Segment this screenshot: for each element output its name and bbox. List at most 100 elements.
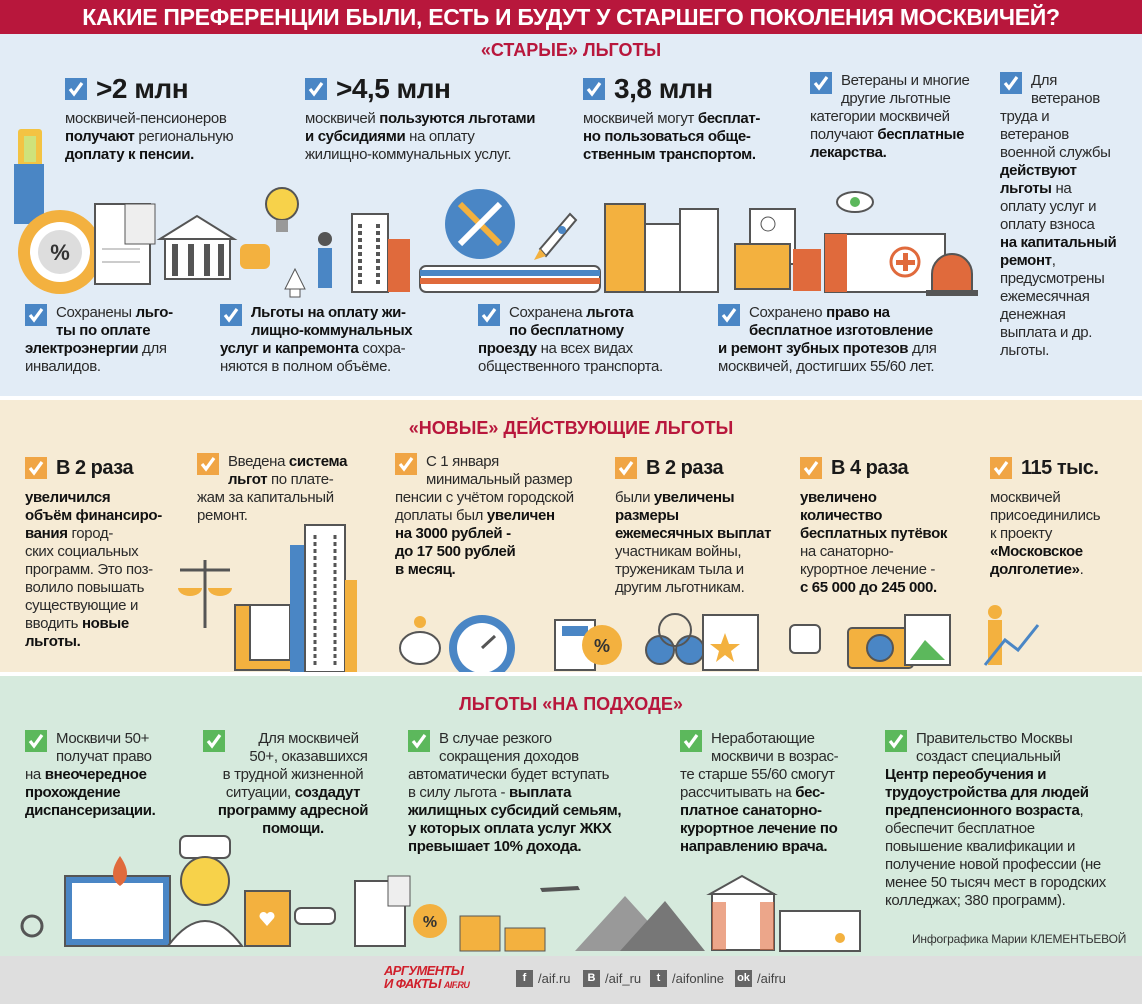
- benefit-text-bold: бесплатные лекарства.: [810, 126, 965, 161]
- benefit-text: Правительство Москвы создаст специальный: [916, 730, 1073, 765]
- benefit-item: Льготы на оплату жи- лищно-коммунальных …: [220, 304, 450, 376]
- benefit-item: Москвичи 50+ получат право на внеочередн…: [25, 730, 190, 820]
- aif-logo[interactable]: АРГУМЕНТЫ И ФАКТЫ AIF.RU: [384, 963, 470, 991]
- mountains-icon: [575, 896, 705, 951]
- checkmark-icon: [220, 304, 242, 326]
- benefit-text: были: [615, 489, 654, 506]
- checkmark-icon: [885, 730, 907, 752]
- stethoscope-icon: [20, 914, 44, 938]
- benefit-headline: 3,8 млн: [614, 73, 713, 104]
- benefit-text-bold: новые льготы.: [25, 615, 129, 650]
- benefit-item: Ветераны и многие другие льготные катего…: [810, 72, 990, 162]
- document-calculator-icon: [94, 203, 156, 285]
- checkmark-icon: [408, 730, 430, 752]
- benefit-text: Для ветеранов труда и ветеранов военной …: [1000, 72, 1111, 161]
- benefit-text: москвичей: [305, 110, 380, 127]
- benefit-text: москвичей могут: [583, 110, 698, 127]
- benefit-text-bold: увеличено количество бесплатных путёвок: [800, 489, 948, 542]
- benefit-text: В случае резкого сокращения доходов авто…: [408, 730, 610, 801]
- benefit-text: Для москвичей 50+, оказавшихся в трудной…: [222, 730, 368, 801]
- eye-care-icon: [836, 191, 874, 213]
- scales-icon: [178, 560, 232, 628]
- checkmark-icon: [25, 304, 47, 326]
- twitter-icon: t: [650, 970, 667, 987]
- benefit-item: Сохранено право на бесплатное изготовлен…: [718, 304, 978, 376]
- benefit-text: сохра- няются в полном объёме.: [220, 340, 406, 375]
- section-upcoming-benefits: ЛЬГОТЫ «НА ПОДХОДЕ» % Инфографика Марии …: [0, 676, 1142, 956]
- social-label: /aif_ru: [605, 971, 642, 986]
- percent-icon: %: [582, 625, 622, 665]
- svg-text:%: %: [50, 240, 70, 265]
- checkmark-icon: [25, 457, 47, 479]
- benefit-text-bold: действуют льготы: [1000, 162, 1077, 197]
- facebook-icon: f: [516, 970, 533, 987]
- star-document-icon: [702, 614, 759, 671]
- benefit-text: региональную: [138, 128, 234, 145]
- section-new-benefits: «НОВЫЕ» ДЕЙСТВУЮЩИЕ ЛЬГОТЫ % В 2 раза уве…: [0, 400, 1142, 672]
- social-link[interactable]: t/aifonline: [650, 970, 724, 987]
- benefit-item: С 1 января минимальный размер пенсии с у…: [395, 453, 600, 579]
- benefit-item: Введена система льгот по плате- жам за к…: [197, 453, 372, 525]
- checkmark-icon: [203, 730, 225, 752]
- section-title: «СТАРЫЕ» ЛЬГОТЫ: [480, 40, 662, 60]
- benefit-item: >2 млн москвичей-пенсионеров получают рег…: [65, 74, 305, 164]
- section-title: ЛЬГОТЫ «НА ПОДХОДЕ»: [459, 694, 683, 714]
- section-title: «НОВЫЕ» ДЕЙСТВУЮЩИЕ ЛЬГОТЫ: [408, 418, 734, 438]
- checkmark-icon: [197, 453, 219, 475]
- benefit-text-bold: получают: [65, 128, 135, 145]
- footer: [0, 956, 1142, 1004]
- benefit-item: Сохранена льгота по бесплатному проезду …: [478, 304, 708, 376]
- benefit-text-bold: бесплат- но пользоваться обще- ственным …: [583, 110, 761, 163]
- benefit-text: , обеспечит бесплатное повышение квалифи…: [885, 802, 1106, 909]
- blood-drop-icon: [113, 856, 127, 886]
- benefit-text: Москвичи 50+ получат право на: [25, 730, 152, 783]
- airplane-icon: [540, 886, 580, 892]
- benefit-item: В 4 раза увеличено количество бесплатных …: [800, 453, 975, 597]
- tools-icon: [445, 189, 515, 259]
- benefit-text: Сохранены: [56, 304, 136, 321]
- benefit-text-bold: выплата жилищных субсидий семьям, у кото…: [408, 784, 622, 855]
- svg-text:%: %: [423, 914, 437, 931]
- checkmark-icon: [305, 78, 327, 100]
- benefit-text: Введена: [228, 453, 289, 470]
- benefit-text-bold: бес- платное санаторно- курортное лечени…: [680, 784, 838, 855]
- benefit-text: С 1 января минимальный размер пенсии с у…: [395, 453, 574, 524]
- benefit-item: Неработающие москвичи в возрас- те старш…: [680, 730, 865, 856]
- benefit-text: участникам войны, труженикам тыла и друг…: [615, 543, 745, 596]
- illustrations-old: %: [14, 129, 978, 298]
- benefit-text-bold: создадут программу адресной помощи.: [217, 784, 369, 837]
- camera-icon: [847, 614, 951, 669]
- growth-person-icon: [284, 232, 332, 298]
- piggy-bank-icon: [399, 616, 441, 665]
- illustrations-upcoming: %: [20, 835, 861, 952]
- social-link[interactable]: В/aif_ru: [583, 970, 641, 987]
- benefit-headline: >2 млн: [96, 73, 189, 104]
- benefit-text-bold: на капитальный ремонт: [1000, 234, 1117, 269]
- benefit-headline: В 2 раза: [56, 457, 134, 479]
- benefit-headline: В 2 раза: [646, 457, 724, 479]
- benefit-text: Сохранено: [749, 304, 827, 321]
- skyscraper-icon: [351, 213, 410, 293]
- benefit-item: В 2 раза увеличился объём финансиро- вани…: [25, 453, 185, 651]
- benefit-text: , предусмотрены ежемесячная денежная вып…: [1000, 252, 1105, 359]
- binoculars-icon: [645, 613, 705, 665]
- benefit-headline: 115 тыс.: [1021, 457, 1099, 479]
- social-label: /aif.ru: [538, 971, 571, 986]
- benefit-text-bold: право на бесплатное изготовление и ремон…: [718, 304, 933, 357]
- benefit-text-bold: внеочередное прохождение диспансеризации…: [25, 766, 156, 819]
- page-title: КАКИЕ ПРЕФЕРЕНЦИИ БЫЛИ, ЕСТЬ И БУДУТ У С…: [0, 0, 1142, 34]
- benefit-text: москвичей-пенсионеров: [65, 110, 227, 127]
- social-link[interactable]: ok/aifru: [735, 970, 786, 987]
- thumbs-up-icon: [789, 624, 821, 654]
- checkmark-icon: [583, 78, 605, 100]
- benefit-item: В 2 раза были увеличены размеры ежемесячн…: [615, 453, 800, 597]
- social-link[interactable]: f/aif.ru: [516, 970, 571, 987]
- skyscraper-icon: [290, 524, 357, 672]
- benefit-item: Для ветеранов труда и ветеранов военной …: [1000, 72, 1140, 360]
- hand-icon: [294, 907, 336, 925]
- benefit-text: город- ских социальных программ. Это поз…: [25, 525, 153, 632]
- clock-icon: [449, 615, 515, 672]
- benefit-text: для москвичей, достигших 55/60 лет.: [718, 340, 937, 375]
- benefit-text-bold: льгота по бесплатному проезду: [478, 304, 634, 357]
- illustrations-new: %: [178, 524, 1040, 672]
